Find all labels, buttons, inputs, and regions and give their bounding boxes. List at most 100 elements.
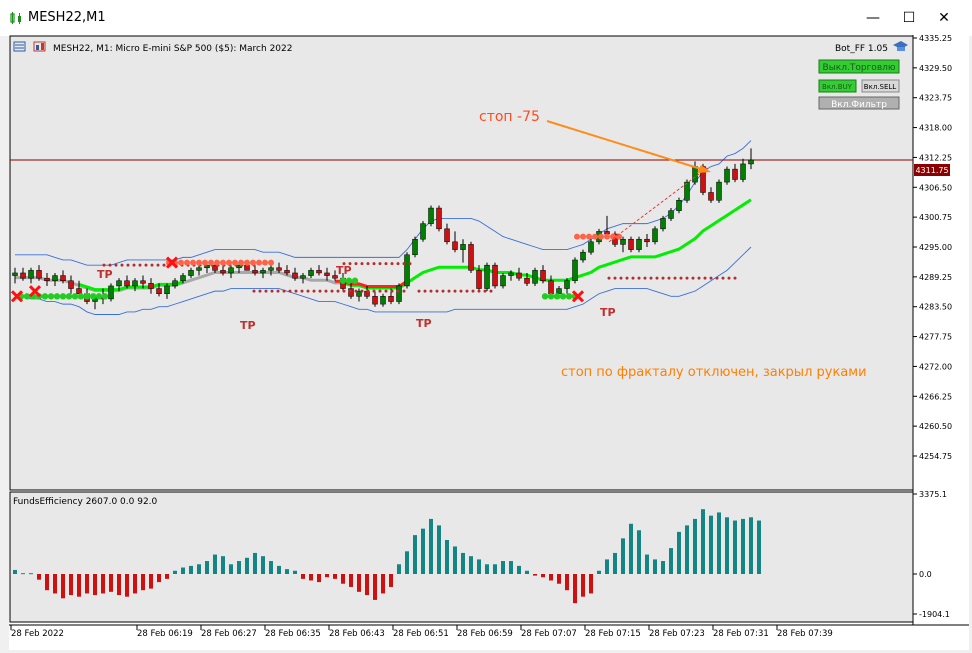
filter-toggle-button[interactable]: Вкл.Фильтр	[818, 96, 900, 110]
histogram-bar	[541, 574, 545, 578]
close-button[interactable]: ✕	[938, 10, 950, 26]
tp-dot	[447, 289, 451, 293]
candle-body	[660, 218, 666, 230]
stop-arrow-line	[546, 120, 702, 170]
entry-dot	[178, 259, 184, 266]
histogram-bar	[149, 574, 153, 589]
candle-body	[148, 283, 154, 289]
entry-dot	[592, 233, 598, 240]
tp-dot	[649, 276, 653, 280]
tp-dot	[360, 289, 364, 293]
candle-body	[140, 280, 146, 284]
histogram-bar	[533, 574, 537, 576]
candle-body	[524, 277, 530, 284]
histogram-bar	[245, 557, 249, 574]
tp-dot	[378, 262, 382, 266]
candle-body	[620, 238, 626, 245]
time-axis-label: 28 Feb 07:07	[521, 629, 577, 639]
tp-dot	[342, 289, 346, 293]
entry-dot	[232, 259, 238, 266]
candle-body	[228, 267, 234, 274]
candle-body	[740, 163, 746, 180]
candle-body	[724, 168, 730, 183]
tp-dot	[378, 289, 382, 293]
candle-body	[548, 280, 554, 294]
tp-label: TP	[600, 306, 616, 319]
histogram-bar	[581, 574, 585, 597]
candle-body	[452, 241, 458, 250]
entry-dot	[580, 233, 586, 240]
tp-dot	[691, 276, 695, 280]
tp-dot	[477, 289, 481, 293]
minimize-button[interactable]: —	[866, 10, 880, 26]
tp-dot	[282, 289, 286, 293]
histogram-bar	[421, 528, 425, 574]
stop-dot	[95, 293, 103, 300]
entry-dot	[586, 233, 592, 240]
histogram-bar	[757, 520, 761, 574]
tp-dot	[417, 289, 421, 293]
entry-dot	[238, 259, 244, 266]
tp-dot	[465, 289, 469, 293]
candle-body	[716, 181, 722, 201]
candle-body	[708, 192, 714, 201]
header-icons	[13, 41, 46, 52]
current-price-label: 4311.75	[915, 166, 948, 175]
candle-body	[580, 251, 586, 261]
price-axis-label: 4295.00	[919, 243, 952, 252]
tp-dot	[673, 276, 677, 280]
chart-canvas[interactable]: 4335.25 4329.50 4323.75 4318.00 4312.25 4306.…	[9, 35, 969, 650]
stop-dot	[23, 293, 31, 300]
candle-body	[188, 270, 194, 276]
candle-body	[732, 168, 738, 180]
histogram-bar	[269, 561, 273, 574]
stop-dot	[351, 277, 359, 284]
close-cross-icon	[165, 256, 179, 269]
histogram-bar	[485, 564, 489, 574]
tp-label: TP	[97, 268, 113, 281]
histogram-bar	[645, 554, 649, 574]
tp-dot	[144, 263, 148, 267]
histogram-bar	[213, 554, 217, 574]
sell-toggle-button[interactable]: Вкл.SELL	[861, 79, 900, 93]
tp-dot	[396, 262, 400, 266]
tp-dot	[733, 276, 737, 280]
price-pane[interactable]	[9, 35, 914, 491]
tp-dot	[453, 289, 457, 293]
candle-body	[172, 280, 178, 287]
trading-toggle-button[interactable]: Выкл.Торговлю	[818, 59, 900, 74]
histogram-bar	[181, 567, 185, 574]
histogram-bar	[573, 574, 577, 604]
time-axis-label: 28 Feb 06:59	[457, 629, 513, 639]
price-axis-label: 4329.50	[919, 64, 952, 73]
histogram-bar	[405, 551, 409, 574]
candle-body	[628, 238, 634, 250]
candle-body	[644, 238, 650, 243]
histogram-bar	[325, 574, 329, 578]
histogram-bar	[477, 559, 481, 574]
tp-label: TP	[416, 317, 432, 330]
histogram-bar	[173, 570, 177, 574]
candle-body	[372, 296, 378, 305]
candle-body	[332, 275, 338, 279]
histogram-bar	[69, 574, 73, 596]
chart-window[interactable]: 4335.25 4329.50 4323.75 4318.00 4312.25 4306.…	[9, 35, 969, 650]
stop-arrow-head	[697, 165, 711, 173]
histogram-bar	[373, 574, 377, 600]
tp-dot	[312, 289, 316, 293]
histogram-bar	[53, 574, 57, 594]
histogram-bar	[589, 574, 593, 594]
histogram-bar	[733, 520, 737, 574]
tp-dot	[360, 262, 364, 266]
stop-dot	[89, 293, 97, 300]
entry-dot	[256, 259, 262, 266]
histogram-bar	[13, 569, 17, 574]
trading-toggle-label: Выкл.Торговлю	[823, 63, 896, 73]
tp-dot	[408, 262, 412, 266]
ma-line-trend	[342, 198, 752, 290]
tp-dot	[697, 276, 701, 280]
maximize-button[interactable]: ☐	[902, 10, 916, 26]
buy-toggle-button[interactable]: Вкл.BUY	[818, 79, 857, 93]
histogram-bar	[365, 574, 369, 596]
histogram-bar	[37, 574, 41, 580]
